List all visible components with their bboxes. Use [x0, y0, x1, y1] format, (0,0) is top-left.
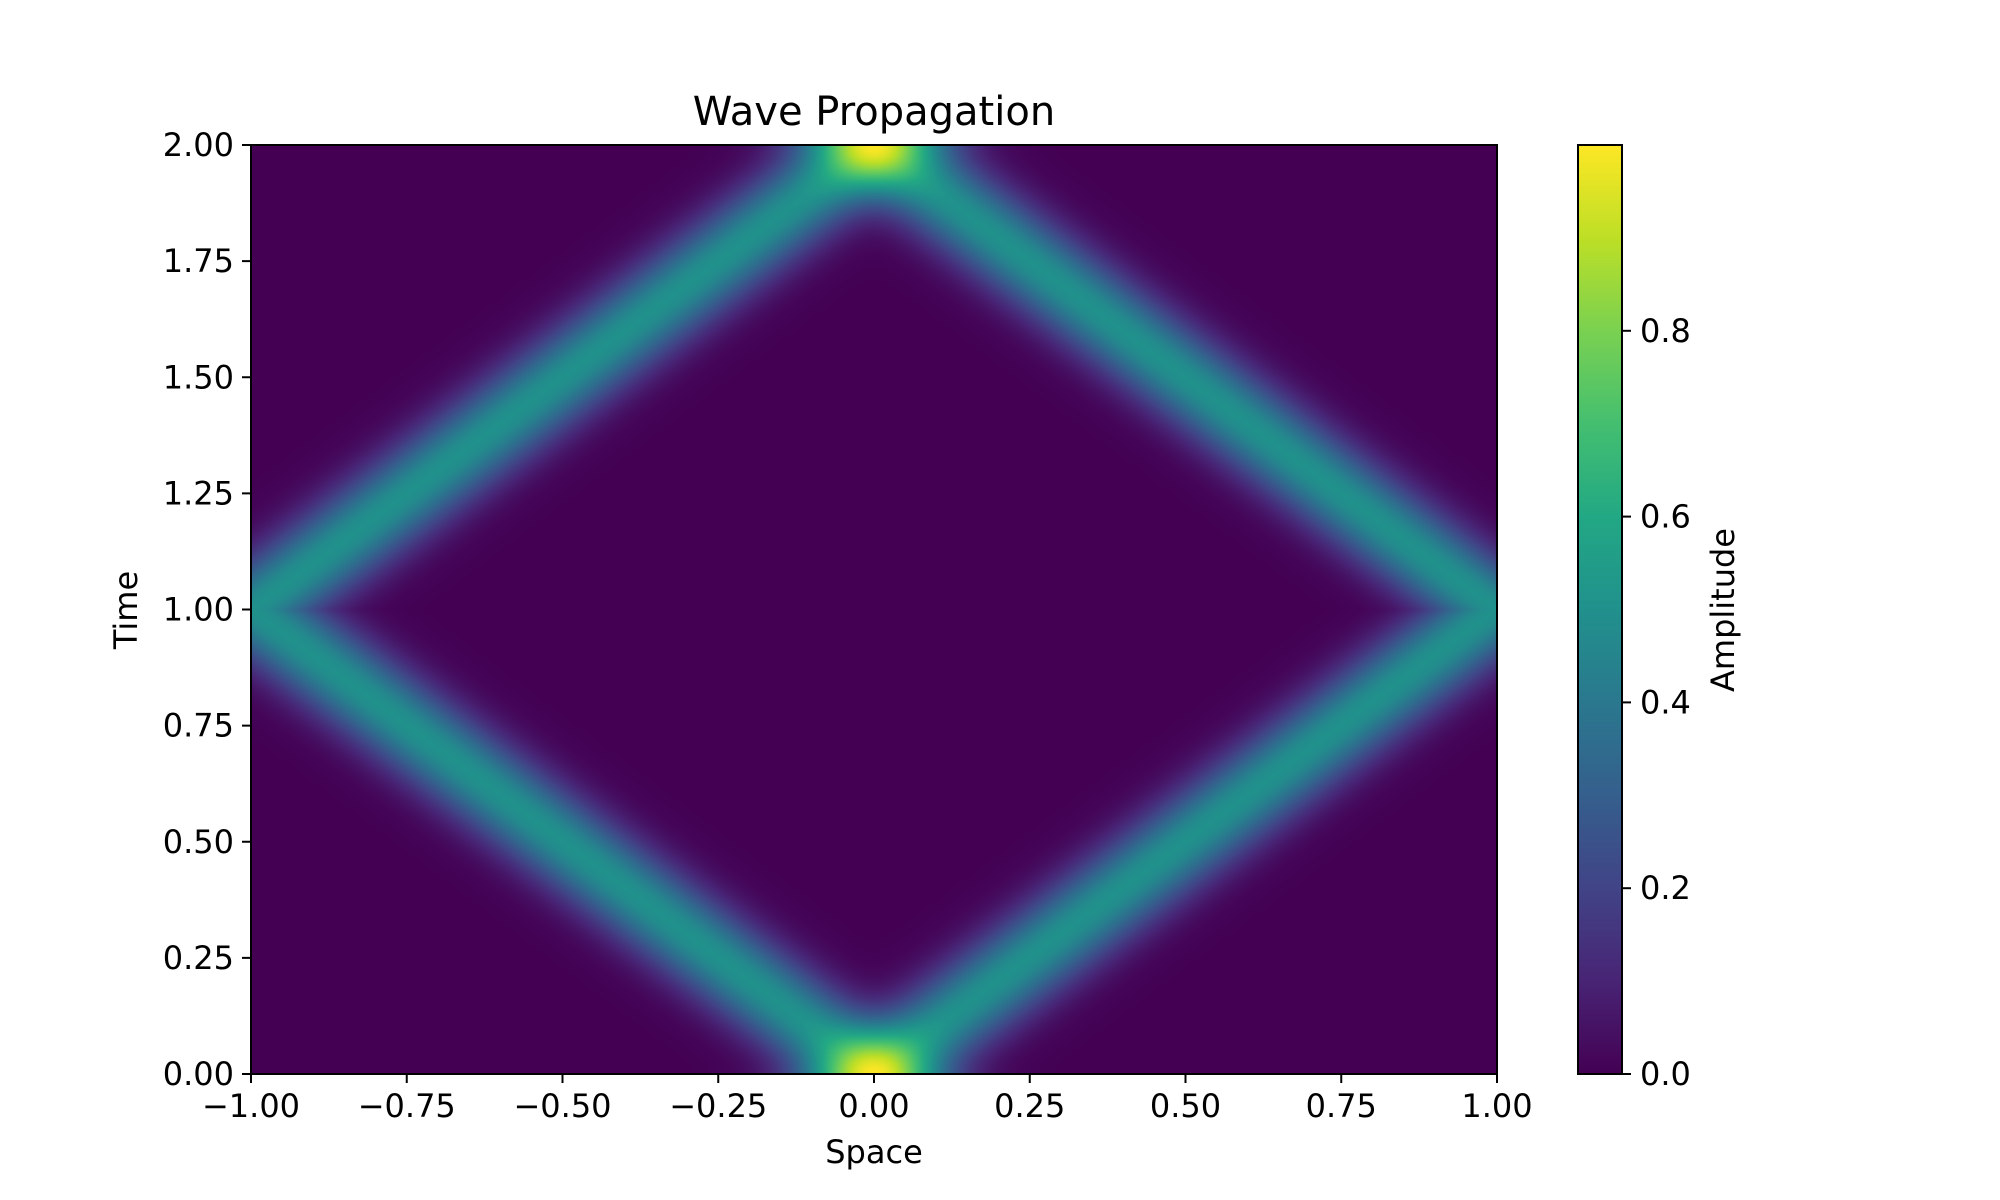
y-tick-label: 1.50: [163, 358, 234, 396]
colorbar-tick-label: 0.2: [1640, 869, 1691, 907]
y-tick-label: 1.25: [163, 474, 234, 512]
x-tick-label: 0.25: [994, 1087, 1065, 1125]
y-tick-label: 0.75: [163, 707, 234, 745]
chart-title: Wave Propagation: [693, 89, 1055, 135]
y-axis-label: Time: [107, 571, 145, 650]
y-tick-label: 0.25: [163, 939, 234, 977]
colorbar-tick-label: 0.8: [1640, 312, 1691, 350]
x-tick-label: −0.25: [669, 1087, 767, 1125]
x-tick-label: 0.75: [1306, 1087, 1377, 1125]
x-axis-label: Space: [825, 1133, 923, 1171]
colorbar-tick-label: 0.0: [1640, 1055, 1691, 1093]
x-tick-label: −0.75: [358, 1087, 456, 1125]
x-tick-label: 0.50: [1150, 1087, 1221, 1125]
y-tick-label: 1.75: [163, 242, 234, 280]
x-tick-label: −1.00: [202, 1087, 300, 1125]
plot-frame: [250, 144, 1498, 1075]
colorbar-axis: 0.0 0.2 0.4 0.6 0.8: [1622, 312, 1691, 1093]
colorbar-tick-label: 0.6: [1640, 498, 1691, 536]
x-axis: −1.00 −0.75 −0.50 −0.25 0.00 0.25 0.50 0.75 1.00: [202, 1074, 1533, 1125]
colorbar-frame: [1577, 144, 1623, 1075]
colorbar-tick-label: 0.4: [1640, 683, 1691, 721]
heatmap-image: [251, 145, 1497, 1074]
colorbar-gradient: [1578, 145, 1622, 1074]
y-tick-label: 1.00: [163, 591, 234, 629]
x-tick-label: 0.00: [838, 1087, 909, 1125]
colorbar-label: Amplitude: [1704, 528, 1742, 692]
x-tick-label: −0.50: [513, 1087, 611, 1125]
y-tick-label: 2.00: [163, 126, 234, 164]
x-tick-label: 1.00: [1461, 1087, 1532, 1125]
y-tick-label: 0.50: [163, 823, 234, 861]
y-axis: 0.00 0.25 0.50 0.75 1.00 1.25 1.50 1.75 2.00: [163, 126, 251, 1093]
y-tick-label: 0.00: [163, 1055, 234, 1093]
